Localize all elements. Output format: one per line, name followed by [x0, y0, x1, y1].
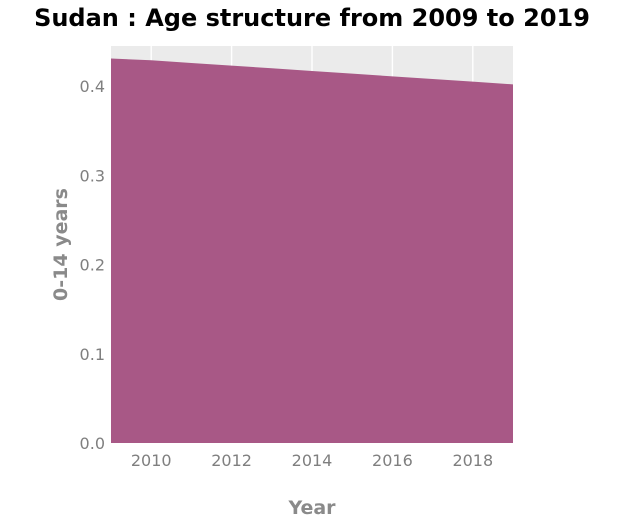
x-axis-ticks: 2010 2012 2014 2016 2018	[131, 451, 493, 470]
x-tick-label: 2014	[292, 451, 333, 470]
chart-title: Sudan : Age structure from 2009 to 2019	[34, 4, 590, 32]
x-tick-label: 2012	[211, 451, 252, 470]
area-series	[111, 58, 513, 443]
y-tick-label: 0.1	[80, 345, 105, 364]
y-tick-label: 0.4	[80, 77, 105, 96]
y-tick-label: 0.0	[80, 434, 105, 453]
x-tick-label: 2010	[131, 451, 172, 470]
x-tick-label: 2016	[372, 451, 413, 470]
x-axis-label: Year	[287, 497, 336, 519]
y-tick-label: 0.3	[80, 166, 105, 185]
y-axis-ticks: 0.0 0.1 0.2 0.3 0.4	[80, 77, 105, 453]
y-axis-label: 0-14 years	[50, 188, 72, 301]
y-tick-label: 0.2	[80, 256, 105, 275]
x-tick-label: 2018	[452, 451, 493, 470]
